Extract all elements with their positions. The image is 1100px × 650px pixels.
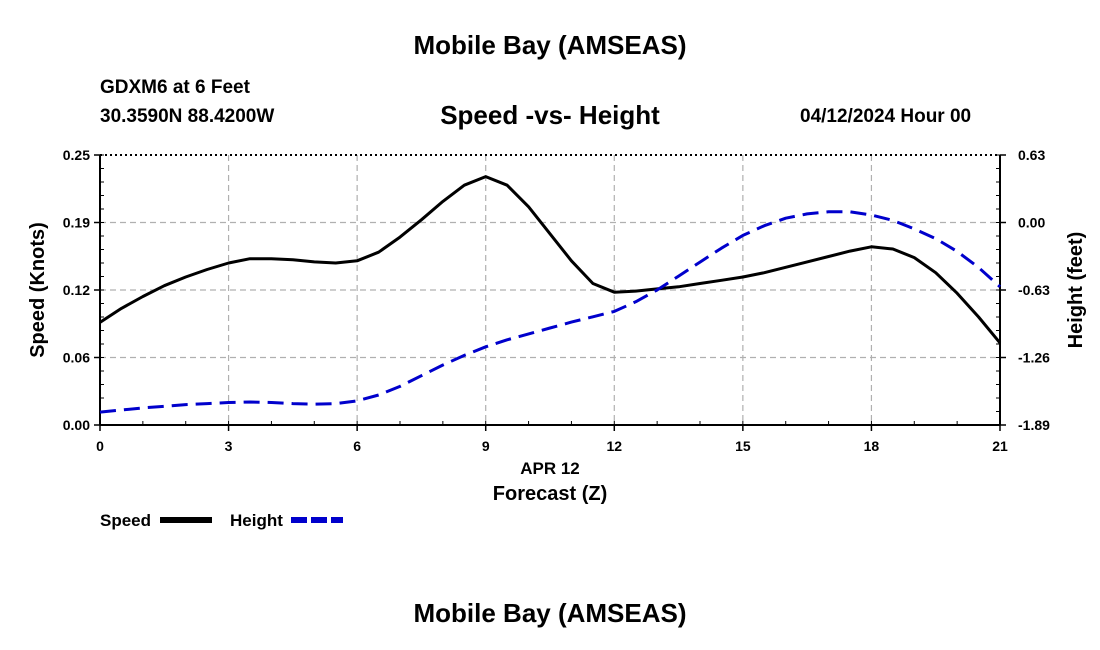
legend-label-height: Height bbox=[230, 511, 283, 530]
y-tick-label: 0.12 bbox=[63, 282, 90, 298]
y-tick-label: 0.25 bbox=[63, 147, 90, 163]
x-tick-label: 0 bbox=[96, 438, 104, 454]
chart-main-title: Mobile Bay (AMSEAS) bbox=[413, 30, 687, 60]
forecast-datetime: 04/12/2024 Hour 00 bbox=[800, 106, 972, 127]
x-tick-label: 21 bbox=[992, 438, 1008, 454]
x-axis-label: Forecast (Z) bbox=[493, 483, 607, 505]
x-tick-label: 9 bbox=[482, 438, 490, 454]
height-series-line bbox=[99, 210, 1002, 414]
x-tick-label: 6 bbox=[353, 438, 361, 454]
y-tick-label: 0.00 bbox=[63, 417, 90, 433]
y2-tick-label: -1.26 bbox=[1018, 350, 1050, 366]
speed-series-line bbox=[99, 175, 1002, 344]
x-tick-label: 3 bbox=[225, 438, 233, 454]
x-date-label: APR 12 bbox=[520, 459, 580, 478]
y2-tick-label: 0.00 bbox=[1018, 215, 1045, 231]
y2-tick-label: -1.89 bbox=[1018, 417, 1050, 433]
footer-title: Mobile Bay (AMSEAS) bbox=[413, 598, 687, 628]
y2-tick-label: 0.63 bbox=[1018, 147, 1045, 163]
y2-axis-label: Height (feet) bbox=[1065, 232, 1087, 349]
chart-subtitle: Speed -vs- Height bbox=[440, 100, 660, 130]
x-tick-label: 18 bbox=[864, 438, 880, 454]
legend-label-speed: Speed bbox=[100, 511, 151, 530]
coordinates-label: 30.3590N 88.4200W bbox=[100, 106, 275, 127]
station-label: GDXM6 at 6 Feet bbox=[100, 77, 250, 98]
y-tick-label: 0.19 bbox=[63, 215, 90, 231]
y-axis-label: Speed (Knots) bbox=[27, 222, 49, 358]
x-tick-label: 15 bbox=[735, 438, 751, 454]
y-tick-label: 0.06 bbox=[63, 350, 90, 366]
x-tick-label: 12 bbox=[606, 438, 622, 454]
y2-tick-label: -0.63 bbox=[1018, 282, 1050, 298]
